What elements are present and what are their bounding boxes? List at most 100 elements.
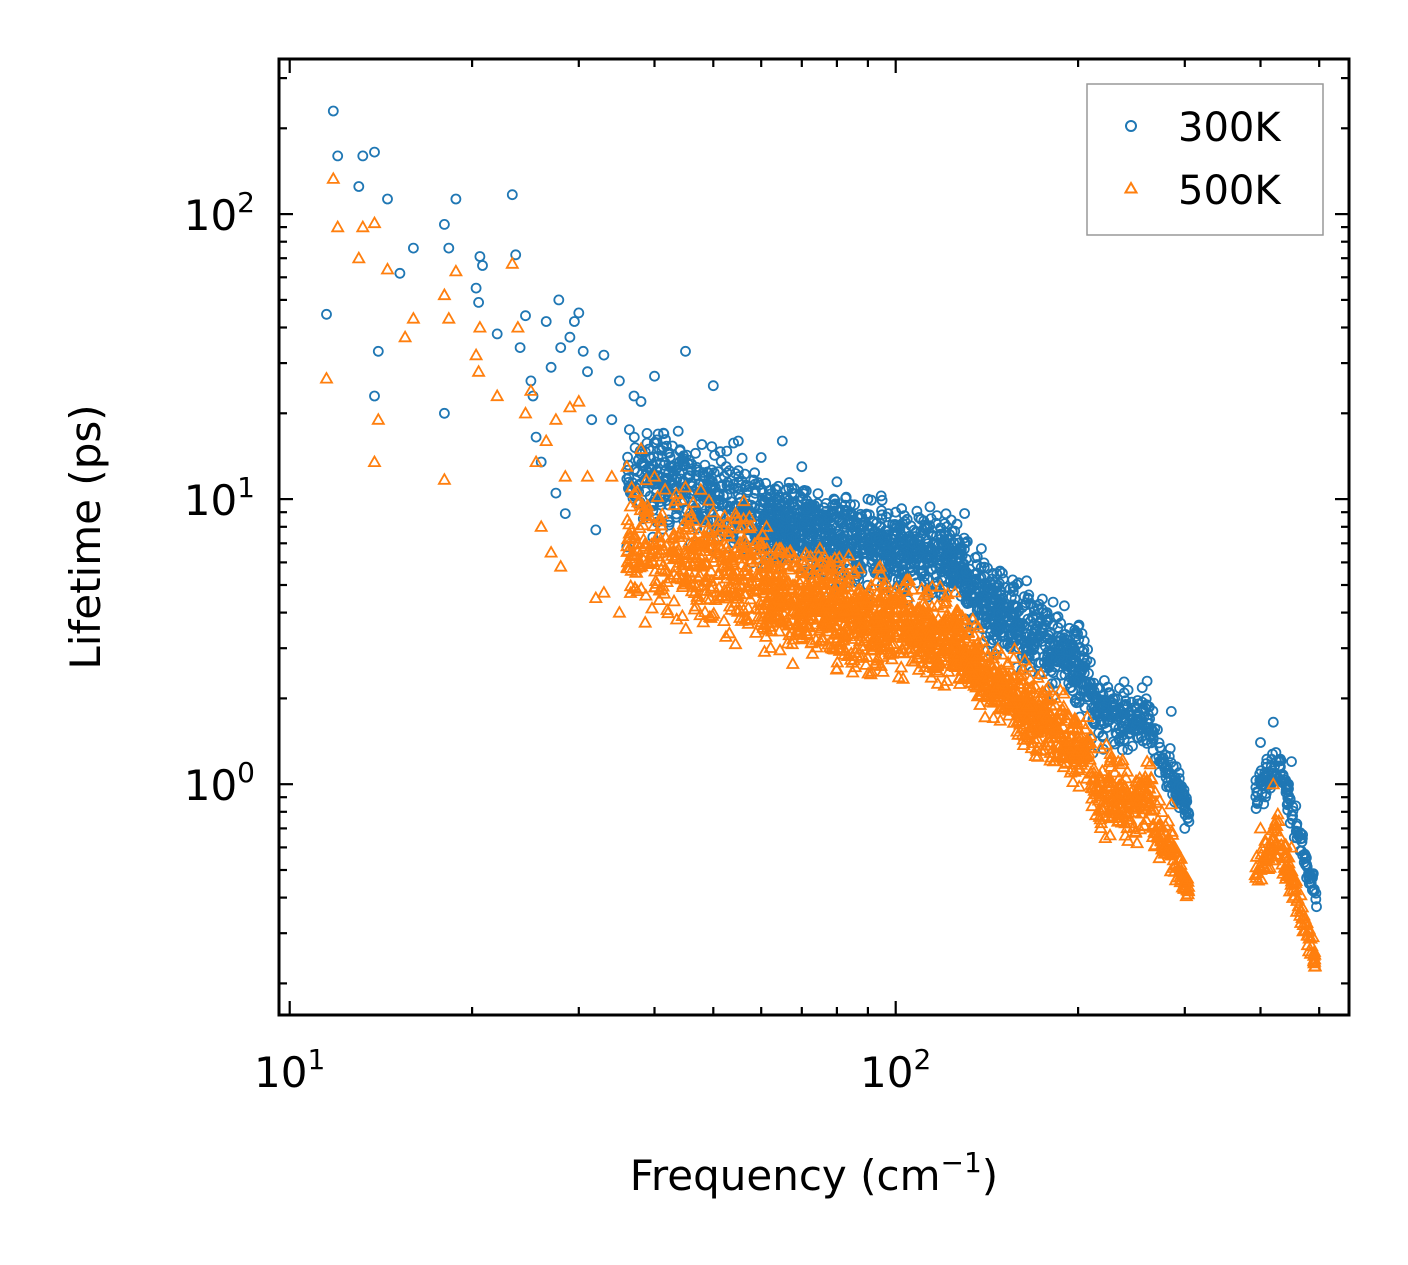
data-point-500k [900, 628, 915, 642]
data-point-500k [909, 629, 924, 642]
data-point-500k [518, 405, 533, 419]
data-point-300k [1086, 683, 1098, 694]
data-point-500k [665, 540, 680, 554]
data-point-500k [829, 600, 844, 613]
data-point-500k [736, 493, 751, 507]
data-point-500k [706, 550, 721, 563]
data-point-500k [892, 617, 907, 631]
data-point-500k [627, 547, 642, 560]
data-point-500k [679, 574, 694, 588]
data-point-500k [811, 610, 826, 623]
data-point-500k [658, 482, 673, 495]
data-point-500k [855, 617, 871, 630]
data-point-300k [369, 146, 380, 158]
data-point-500k [796, 587, 811, 600]
y-tick-label-exponent: 1 [237, 471, 255, 504]
data-point-500k [637, 500, 652, 514]
data-point-500k [958, 630, 973, 644]
data-point-300k [1258, 798, 1270, 810]
data-point-500k [367, 215, 382, 229]
data-point-500k [825, 571, 840, 584]
data-point-500k [841, 571, 857, 584]
data-point-500k [881, 617, 896, 631]
data-point-500k [967, 628, 982, 641]
legend-label-500k: 500K [1178, 168, 1282, 214]
data-point-300k [353, 181, 365, 192]
data-point-500k [654, 536, 669, 549]
data-point-300k [1072, 673, 1084, 685]
data-point-300k [714, 446, 726, 458]
series-500k [319, 171, 1323, 972]
data-point-300k [1260, 788, 1272, 799]
data-point-500k [1254, 872, 1269, 885]
data-point-300k [1179, 823, 1191, 834]
data-point-500k [687, 602, 702, 615]
data-point-500k [558, 469, 573, 482]
data-point-500k [490, 388, 505, 402]
data-point-500k [822, 584, 837, 597]
data-point-300k [707, 380, 719, 392]
data-point-300k [1179, 809, 1191, 821]
data-point-500k [728, 636, 743, 650]
data-point-300k [828, 493, 840, 505]
data-point-300k [736, 452, 748, 464]
data-point-500k [640, 498, 655, 511]
data-point-300k [880, 511, 892, 523]
data-point-500k [785, 632, 800, 645]
data-point-300k [961, 597, 973, 608]
data-point-500k [647, 469, 662, 482]
data-point-500k [670, 569, 685, 583]
data-point-300k [327, 105, 339, 117]
data-point-500k [1139, 774, 1154, 787]
data-point-300k [1275, 761, 1286, 773]
data-point-500k [798, 589, 813, 602]
data-point-300k [624, 424, 635, 436]
data-point-500k [1015, 727, 1030, 740]
data-point-500k [958, 612, 973, 626]
data-point-500k [693, 568, 708, 581]
data-point-500k [1071, 762, 1086, 776]
data-point-500k [398, 329, 413, 343]
data-point-300k [702, 478, 714, 490]
data-point-500k [685, 558, 700, 571]
data-point-500k [871, 561, 886, 574]
data-point-500k [1070, 750, 1085, 763]
data-point-500k [722, 599, 737, 612]
data-point-500k [657, 586, 672, 599]
data-point-300k [1297, 829, 1308, 841]
data-point-500k [1048, 697, 1063, 711]
data-point-300k [894, 533, 906, 544]
data-point-500k [861, 597, 876, 611]
data-point-500k [638, 588, 653, 601]
data-point-500k [826, 583, 841, 596]
data-point-500k [1114, 815, 1129, 828]
data-point-500k [829, 661, 844, 674]
data-point-500k [1062, 721, 1078, 734]
data-point-300k [438, 218, 450, 230]
data-point-300k [796, 529, 808, 541]
data-point-300k [1179, 801, 1191, 813]
data-point-500k [907, 654, 922, 667]
data-point-300k [598, 349, 610, 361]
data-point-500k [1161, 813, 1176, 827]
data-point-500k [693, 592, 708, 605]
data-point-500k [995, 673, 1010, 687]
data-point-300k [1067, 685, 1079, 697]
data-point-300k [1119, 708, 1130, 719]
data-point-500k [730, 591, 745, 604]
data-point-500k [652, 592, 667, 605]
data-point-500k [1120, 791, 1135, 804]
data-point-500k [816, 567, 831, 581]
data-point-500k [1055, 702, 1070, 715]
data-point-300k [960, 537, 972, 549]
data-point-300k [875, 490, 887, 502]
data-point-300k [1153, 737, 1165, 749]
data-point-300k [1176, 781, 1187, 793]
data-point-300k [835, 532, 847, 544]
data-point-500k [1107, 765, 1122, 778]
data-point-300k [733, 465, 744, 477]
data-point-500k [918, 597, 933, 611]
data-point-300k [369, 390, 380, 402]
data-point-300k [895, 549, 907, 561]
data-point-300k [1161, 764, 1172, 776]
